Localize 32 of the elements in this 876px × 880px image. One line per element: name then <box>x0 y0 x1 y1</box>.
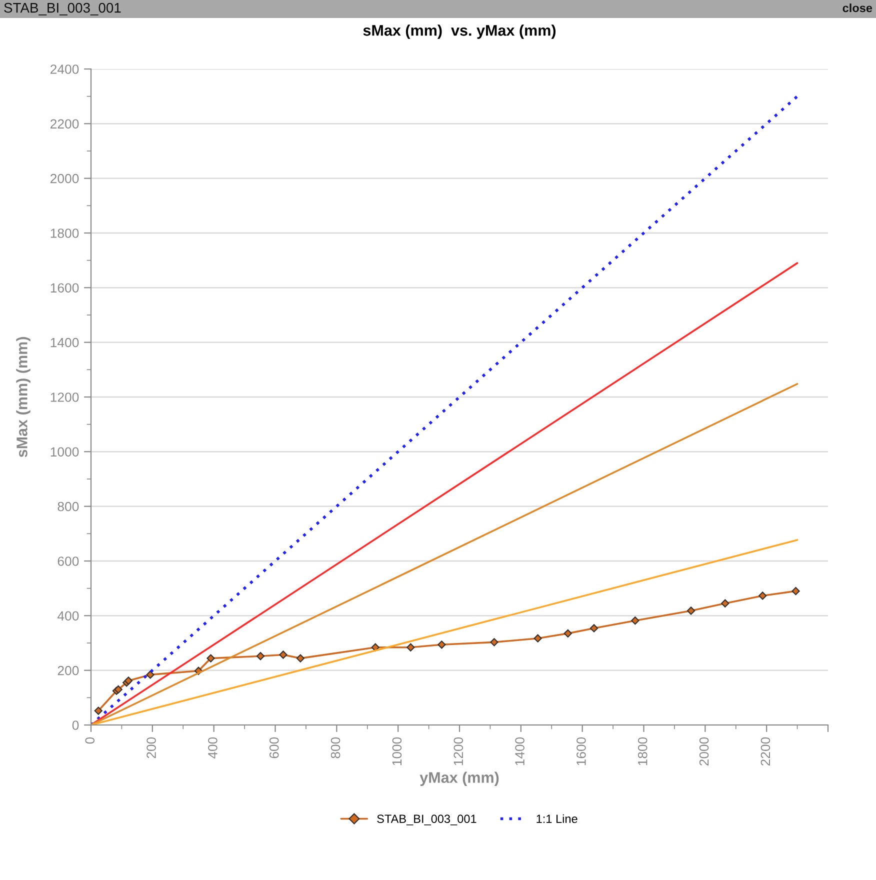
y-tick-label: 2400 <box>50 64 79 74</box>
x-tick-label: 200 <box>146 737 156 758</box>
text: STAB_BI_003_001 <box>4 2 121 16</box>
y-tick-label: 1600 <box>50 283 79 293</box>
y-tick-label: 1400 <box>50 338 79 348</box>
legend-label: STAB_BI_003_001 <box>377 814 476 826</box>
x-tick-label: 1600 <box>576 737 586 766</box>
legend-label: 1:1 Line <box>536 814 578 824</box>
text: close <box>842 4 872 12</box>
x-tick-label: 0 <box>85 737 95 744</box>
y-tick-label: 0 <box>72 720 79 730</box>
x-tick-label: 1400 <box>515 737 524 766</box>
x-axis-title: yMax (mm) <box>420 772 499 786</box>
y-tick-label: 200 <box>58 666 79 676</box>
x-tick-label: 1800 <box>638 737 648 766</box>
x-tick-label: 2000 <box>699 737 709 766</box>
x-tick-label: 600 <box>269 737 279 758</box>
x-tick-label: 800 <box>330 737 340 758</box>
chart-title: sMax (mm) vs. yMax (mm) <box>363 24 556 39</box>
x-tick-label: 2200 <box>760 737 770 766</box>
y-tick-label: 2000 <box>50 174 79 184</box>
x-tick-label: 1200 <box>454 737 464 766</box>
y-axis-title: sMax (mm) (mm) <box>16 337 30 458</box>
y-tick-label: 1000 <box>50 447 79 457</box>
y-tick-label: 600 <box>58 556 79 566</box>
y-tick-label: 400 <box>57 611 79 621</box>
y-tick-label: 800 <box>58 502 79 512</box>
y-tick-label: 1200 <box>50 392 79 402</box>
y-tick-label: 2200 <box>50 119 79 129</box>
x-tick-label: 1000 <box>392 737 402 766</box>
x-tick-label: 400 <box>208 737 218 759</box>
y-tick-label: 1800 <box>50 228 79 238</box>
